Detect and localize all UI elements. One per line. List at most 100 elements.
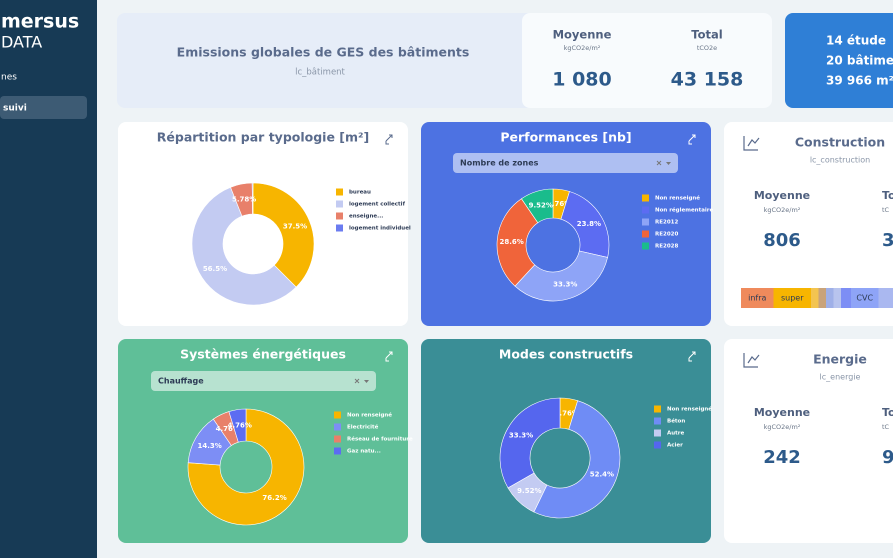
legend-label: logement individuel: [349, 226, 411, 232]
indicator-subtitle: lc_construction: [810, 156, 870, 165]
breakdown-label: infra: [748, 294, 766, 303]
pie-slice: [521, 188, 554, 224]
stat-label: To: [882, 189, 893, 202]
stat-label: Total: [691, 28, 722, 42]
indicator-icon: [743, 136, 760, 151]
slice-label: 4.76%: [547, 200, 571, 208]
stat-label: Moyenne: [553, 28, 612, 42]
legend-label: RE2028: [655, 244, 678, 250]
stat-value: 242: [763, 447, 801, 468]
filter-caret[interactable]: [666, 162, 671, 165]
stat-value: 9: [882, 447, 893, 468]
legend-label: Gaz natu...: [347, 449, 381, 455]
breakdown-segment: [826, 288, 834, 308]
brand: mersus: [1, 11, 79, 33]
stat-label: Moyenne: [754, 189, 810, 202]
stat-label: Moyenne: [754, 406, 810, 419]
pie-slice: [533, 400, 621, 519]
pie-slice: [252, 182, 315, 288]
legend-label: Acier: [667, 443, 683, 449]
breakdown-segment: [811, 288, 819, 308]
pie-slice: [514, 250, 608, 302]
filter-value[interactable]: Nombre de zones: [460, 159, 539, 168]
stat-unit: tC: [882, 423, 890, 431]
breakdown-label: CVC: [856, 294, 873, 303]
stat-value: 32: [882, 230, 893, 251]
stat-unit: tC: [882, 206, 890, 214]
legend-label: Autre: [667, 431, 685, 437]
stat-label: To: [882, 406, 893, 419]
expand-icon[interactable]: [688, 134, 696, 145]
legend-swatch: [642, 194, 649, 202]
legend-label: Non renseigné: [347, 412, 392, 419]
slice-label: 9.52%: [517, 487, 541, 495]
nav-active[interactable]: [0, 96, 87, 119]
legend-swatch: [336, 212, 343, 220]
indicator-icon: [743, 353, 760, 368]
chart-title: Systèmes énergétiques: [180, 347, 346, 362]
breakdown-segment: [878, 288, 893, 308]
filter-dropdown[interactable]: [453, 153, 678, 173]
expand-icon[interactable]: [385, 134, 393, 145]
legend-swatch: [654, 417, 661, 425]
stat-value: 1 080: [552, 69, 612, 91]
sidebar: [0, 0, 97, 558]
slice-label: 56.5%: [203, 265, 227, 273]
stat-unit: kgCO2e/m²: [764, 206, 801, 214]
legend-label: logement collectif: [349, 202, 406, 208]
header-subtitle: lc_bâtiment: [295, 68, 345, 78]
breakdown-segment: [818, 288, 826, 308]
pie-slice: [187, 408, 305, 526]
filter-clear[interactable]: [354, 378, 360, 384]
breakdown-segment: [741, 288, 774, 308]
filter-caret[interactable]: [364, 380, 369, 383]
legend-swatch: [654, 405, 661, 413]
slice-label: 9.52%: [529, 201, 553, 209]
stat-unit: kgCO2e/m²: [564, 44, 601, 52]
expand-icon[interactable]: [385, 351, 393, 362]
filter-dropdown[interactable]: [151, 371, 376, 391]
chart-title: Modes constructifs: [499, 347, 633, 362]
breakdown-label: super: [781, 294, 804, 303]
summary-line: 14 étude: [826, 34, 886, 48]
filter-value[interactable]: Chauffage: [158, 377, 204, 386]
slice-label: 37.5%: [283, 223, 307, 231]
pie-slice: [228, 408, 247, 443]
slice-label: 14.3%: [197, 442, 221, 450]
summary-card: [785, 13, 893, 108]
indicator-title: Construction: [795, 135, 885, 150]
legend-swatch: [642, 230, 649, 238]
legend-label: Electricité: [347, 424, 379, 431]
filter-clear[interactable]: [656, 160, 662, 166]
legend-swatch: [336, 188, 343, 196]
nav-item[interactable]: nes: [1, 73, 17, 83]
legend-label: Réseau de fourniture: [347, 436, 413, 443]
chart-title: Répartition par typologie [m²]: [157, 130, 369, 145]
pie-slice: [496, 198, 539, 287]
stat-unit: tCO2e: [697, 44, 717, 52]
pie-slice: [191, 186, 297, 306]
nav-item[interactable]: suivi: [3, 104, 27, 114]
breakdown-segment: [851, 288, 879, 308]
expand-icon[interactable]: [688, 351, 696, 362]
legend-swatch: [654, 441, 661, 449]
slice-label: 5.78%: [232, 195, 256, 203]
slice-label: 33.3%: [553, 281, 577, 289]
breakdown-segment: [841, 288, 851, 308]
legend-swatch: [654, 429, 661, 437]
legend-swatch: [336, 224, 343, 232]
chart-card: [118, 122, 408, 326]
indicator-title: Energie: [813, 352, 867, 367]
slice-label: 4.76%: [216, 425, 240, 433]
legend-label: Non réglementaire: [655, 207, 714, 214]
brand-sub: DATA: [1, 33, 42, 52]
pie-slice: [499, 397, 561, 489]
slice-label: 4.76%: [228, 421, 252, 429]
legend-label: Non renseigné: [655, 195, 700, 202]
slice-label: 33.3%: [509, 431, 533, 439]
slice-label: 76.2%: [262, 494, 286, 502]
legend-swatch: [642, 206, 649, 214]
summary-line: 20 bâtimen: [826, 54, 893, 68]
indicator-card: [724, 339, 893, 543]
